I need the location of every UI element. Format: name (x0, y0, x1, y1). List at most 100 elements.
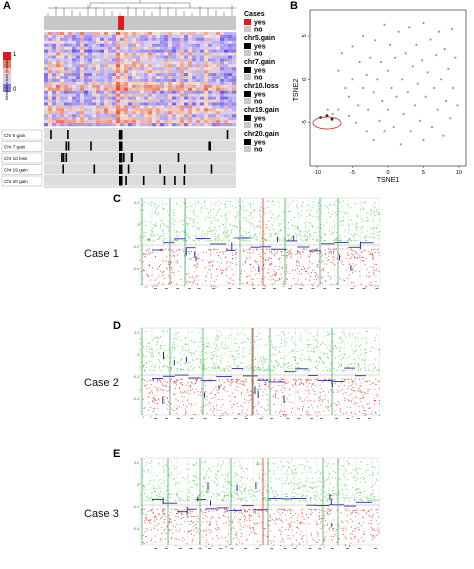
cnv-probe-dot (323, 370, 325, 372)
cnv-probe-dot (167, 366, 169, 368)
heatmap-cell (132, 70, 137, 74)
cnv-probe-dot (153, 366, 156, 368)
cnv-probe-dot (309, 368, 311, 370)
heatmap-cell (124, 52, 129, 56)
tsne-point (422, 21, 425, 25)
cnv-probe-dot (206, 412, 208, 414)
heatmap-cell (72, 108, 77, 112)
cnv-probe-dot (142, 366, 144, 368)
cnv-probe-dot (238, 378, 240, 380)
heatmap-cell (60, 46, 65, 50)
cnv-probe-dot (333, 225, 335, 227)
heatmap-cell (192, 111, 197, 115)
tsne-point (449, 117, 452, 120)
chromosome-x-label (288, 288, 292, 289)
heatmap-cell (148, 99, 153, 103)
cnv-probe-dot (170, 254, 172, 256)
heatmap-cell (144, 93, 149, 97)
heatmap-cell (84, 108, 89, 112)
heatmap-cell (128, 117, 133, 121)
cnv-probe-dot (262, 370, 264, 372)
gene-annotation (350, 265, 352, 271)
heatmap-cell (80, 52, 85, 56)
heatmap-cell (68, 123, 73, 127)
cnv-probe-dot (330, 248, 332, 250)
cnv-probe-dot (162, 330, 164, 332)
heatmap-cell (144, 43, 149, 47)
cases-highlight (118, 16, 124, 30)
cnv-probe-dot (145, 385, 147, 387)
cnv-probe-dot (160, 248, 162, 250)
cnv-probe-dot (174, 468, 176, 470)
cnv-probe-dot (203, 363, 205, 365)
heatmap-cell (64, 81, 69, 86)
heatmap-cell (120, 99, 125, 103)
heatmap-cell (116, 76, 121, 80)
heatmap-cell (180, 108, 185, 112)
cnv-probe-dot (297, 279, 299, 281)
heatmap-cell (180, 93, 185, 97)
heatmap-cell (144, 120, 149, 124)
tsne-case-point (325, 114, 329, 118)
cnv-probe-dot (164, 356, 166, 358)
cnv-probe-dot (343, 384, 345, 386)
heatmap-cell (104, 93, 109, 97)
heatmap-cell (220, 93, 225, 97)
heatmap-cell (164, 99, 169, 103)
cnv-probe-dot (240, 235, 242, 237)
cnv-probe-dot (253, 210, 255, 212)
heatmap-cell (144, 32, 149, 36)
cnv-probe-dot (258, 210, 261, 212)
heatmap-cell (228, 64, 233, 68)
heatmap-cell (92, 49, 97, 53)
heatmap-cell (136, 114, 141, 118)
heatmap-cell (148, 84, 153, 89)
heatmap-cell (160, 46, 165, 50)
cnv-probe-dot (247, 258, 249, 260)
cnv-probe-dot (352, 270, 354, 272)
cnv-probe-dot (314, 347, 316, 349)
heatmap-cell (96, 93, 101, 97)
heatmap-cell (164, 87, 169, 92)
cnv-probe-dot (192, 211, 194, 213)
heatmap-cell (192, 114, 197, 118)
cnv-probe-dot (291, 235, 293, 237)
heatmap-cell (136, 32, 141, 36)
heatmap-cell (140, 52, 145, 56)
cnv-probe-dot (319, 411, 321, 413)
cnv-probe-dot (369, 254, 371, 256)
heatmap-cell (176, 52, 181, 56)
heatmap-cell (204, 108, 209, 112)
heatmap-cell (208, 117, 213, 121)
cnv-probe-dot (203, 201, 205, 203)
cnv-probe-dot (173, 357, 176, 359)
cnv-probe-dot (213, 285, 215, 287)
cnv-probe-dot (187, 272, 189, 275)
cnv-probe-dot (241, 270, 243, 272)
legend-item-label: yes (254, 116, 266, 123)
cnv-probe-dot (346, 520, 348, 522)
cnv-probe-dot (320, 344, 322, 346)
cnv-probe-dot (157, 352, 159, 354)
heatmap-cell (180, 61, 185, 65)
heatmap-cell (156, 34, 161, 39)
cnv-probe-dot (293, 465, 295, 467)
heatmap-cell (204, 102, 209, 106)
cnv-probe-dot (291, 224, 293, 226)
cnv-probe-dot (153, 226, 156, 228)
heatmap-cell (68, 64, 73, 68)
heatmap-cell (132, 37, 137, 42)
heatmap-cell (128, 73, 133, 77)
cnv-probe-dot (151, 392, 153, 394)
heatmap-cell (156, 61, 161, 65)
cnv-probe-dot (226, 262, 228, 264)
cnv-probe-dot (198, 394, 200, 396)
cnv-probe-dot (199, 360, 201, 362)
cnv-probe-dot (345, 470, 347, 473)
cnv-probe-dot (260, 367, 262, 369)
heatmap-cell (184, 84, 189, 89)
cnv-probe-dot (369, 407, 371, 409)
cnv-probe-dot (312, 215, 314, 217)
cnv-probe-dot (366, 216, 368, 218)
heatmap-cell (80, 32, 85, 36)
